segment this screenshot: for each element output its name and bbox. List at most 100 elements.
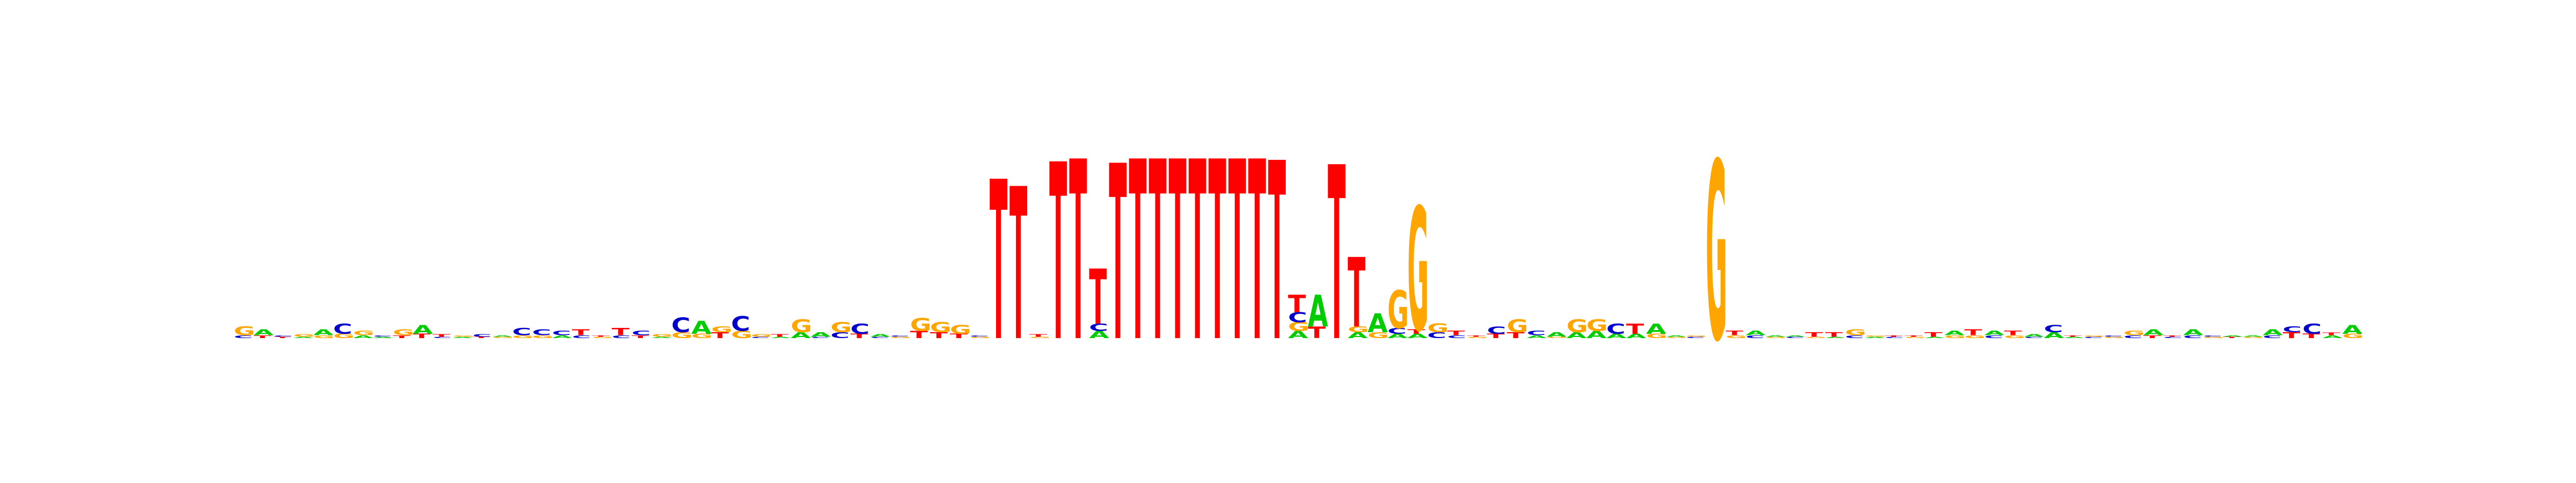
logo-letter-C: C: [751, 336, 770, 339]
logo-column-46: T: [1129, 110, 1146, 397]
logo-column-44: ACT: [1089, 253, 1109, 341]
logo-letter-T: T: [1964, 328, 1982, 337]
logo-column-92: AC: [2044, 323, 2064, 340]
logo-letter-T: T: [2163, 335, 2182, 337]
logo-letter-T: T: [1328, 117, 1345, 394]
logo-letter-G: G: [910, 314, 932, 335]
logo-letter-A: A: [2223, 335, 2243, 337]
logo-letter-A: A: [1348, 331, 1368, 340]
logo-letter-C: C: [333, 321, 353, 338]
logo-column-29: AG: [791, 316, 812, 340]
logo-letter-C: C: [1487, 325, 1506, 336]
logo-letter-A: A: [2044, 331, 2064, 340]
logo-letter-G: G: [1905, 336, 1926, 339]
logo-letter-A: A: [791, 331, 811, 340]
logo-letter-T: T: [472, 336, 491, 339]
logo-letter-A: A: [294, 336, 314, 339]
logo-letter-G: G: [1805, 336, 1827, 339]
logo-letter-C: C: [870, 336, 890, 339]
logo-letter-T: T: [1268, 112, 1286, 396]
logo-letter-A: A: [413, 323, 434, 336]
logo-letter-T: T: [1626, 321, 1644, 338]
logo-letter-C: C: [632, 330, 651, 337]
logo-column-61: CG: [1427, 321, 1448, 340]
logo-letter-T: T: [1725, 330, 1743, 337]
logo-letter-A: A: [1308, 286, 1328, 337]
logo-letter-T: T: [1905, 335, 1923, 337]
logo-letter-T: T: [2064, 335, 2082, 337]
logo-column-60: ATG: [1407, 173, 1429, 370]
logo-column-64: TC: [1487, 325, 1506, 340]
logo-column-94: CG: [2084, 335, 2105, 339]
logo-column-18: CT: [572, 328, 591, 339]
logo-letter-T: T: [1069, 110, 1087, 397]
logo-letter-C: C: [1606, 321, 1626, 338]
logo-column-14: GA: [492, 335, 514, 339]
logo-letter-C: C: [970, 335, 989, 337]
logo-letter-G: G: [2084, 335, 2105, 337]
logo-letter-C: C: [1745, 334, 1765, 339]
logo-column-19: GT: [592, 335, 613, 339]
logo-letter-A: A: [1825, 336, 1846, 339]
logo-column-89: CA: [1984, 330, 2005, 339]
logo-letter-A: A: [1865, 336, 1885, 339]
logo-letter-G: G: [930, 320, 952, 336]
logo-letter-C: C: [1447, 334, 1466, 339]
logo-letter-T: T: [990, 136, 1007, 390]
logo-letter-C: C: [2302, 321, 2322, 338]
logo-letter-G: G: [2342, 333, 2363, 340]
logo-letter-G: G: [1387, 280, 1409, 340]
logo-letter-G: G: [1567, 316, 1588, 336]
logo-letter-C: C: [1984, 334, 2003, 339]
logo-letter-T: T: [274, 336, 292, 339]
logo-column-38: GC: [970, 335, 991, 339]
logo-letter-G: G: [711, 325, 733, 334]
logo-column-7: AG: [353, 330, 375, 339]
logo-letter-A: A: [1766, 335, 1786, 337]
logo-letter-G: G: [1586, 316, 1608, 335]
logo-column-86: AT: [1924, 331, 1945, 339]
logo-letter-G: G: [592, 336, 613, 339]
logo-column-13: TC: [472, 333, 492, 339]
logo-column-78: GA: [1766, 335, 1787, 339]
logo-letter-C: C: [1089, 321, 1108, 333]
logo-letter-C: C: [671, 314, 691, 338]
logo-column-82: CG: [1845, 328, 1867, 339]
logo-letter-G: G: [830, 320, 852, 336]
logo-letter-A: A: [2342, 323, 2363, 336]
logo-letter-C: C: [1387, 327, 1407, 336]
logo-letter-G: G: [1865, 335, 1886, 337]
logo-letter-C: C: [810, 336, 830, 339]
logo-column-96: CG: [2124, 330, 2145, 339]
logo-column-79: CA: [1785, 335, 1806, 339]
logo-letter-T: T: [1049, 113, 1067, 396]
logo-letter-A: A: [2024, 333, 2044, 338]
logo-letter-T: T: [1825, 331, 1843, 338]
logo-letter-G: G: [233, 324, 255, 338]
logo-column-74: CG: [1686, 335, 1707, 339]
logo-column-97: TA: [2143, 328, 2164, 339]
logo-letter-A: A: [1944, 330, 1965, 337]
logo-letter-A: A: [1367, 309, 1388, 339]
logo-letter-C: C: [2282, 325, 2302, 334]
logo-column-10: TA: [413, 323, 434, 339]
logo-column-85: GT: [1905, 335, 1926, 339]
logo-column-87: GA: [1944, 330, 1966, 339]
logo-letter-T: T: [2143, 334, 2162, 339]
logo-letter-T: T: [632, 334, 650, 339]
logo-letter-C: C: [2084, 336, 2103, 339]
logo-letter-T: T: [572, 328, 590, 337]
logo-letter-C: C: [1686, 336, 1705, 339]
logo-letter-T: T: [1109, 115, 1126, 396]
logo-letter-T: T: [771, 333, 789, 338]
logo-column-31: CG: [830, 320, 852, 340]
logo-letter-T: T: [2282, 331, 2301, 340]
logo-letter-C: C: [851, 321, 870, 338]
logo-column-65: TG: [1507, 316, 1528, 340]
logo-letter-G: G: [890, 336, 912, 339]
logo-letter-G: G: [970, 336, 991, 339]
logo-letter-T: T: [910, 329, 928, 341]
logo-letter-C: C: [1527, 330, 1546, 337]
logo-letter-C: C: [731, 313, 750, 336]
logo-letter-G: G: [313, 334, 335, 339]
